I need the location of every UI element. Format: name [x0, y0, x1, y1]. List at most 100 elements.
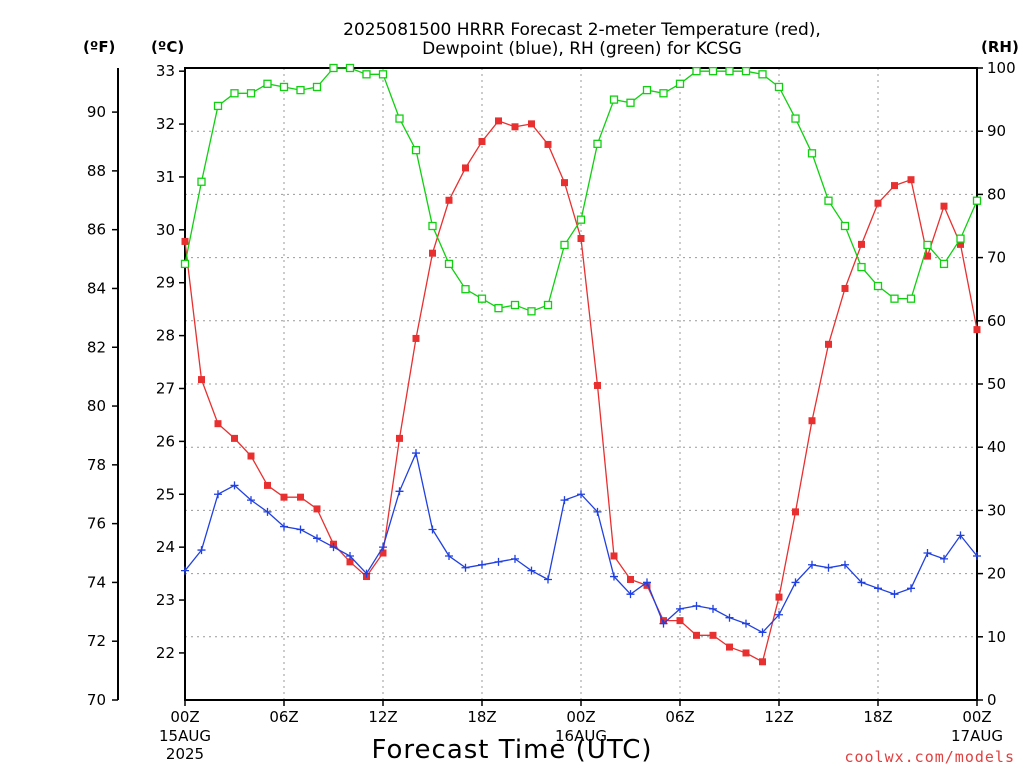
- dewpoint-blue-point: [494, 557, 503, 566]
- rh-tick-label: 40: [987, 438, 1006, 456]
- celsius-tick-label: 29: [156, 274, 175, 292]
- rh-tick-label: 10: [987, 628, 1006, 646]
- temperature-red-point: [478, 137, 486, 145]
- rh-green-point: [230, 89, 239, 98]
- rh-green-point: [543, 300, 553, 310]
- temperature-red-point: [181, 237, 189, 245]
- temperature-red-point: [429, 249, 436, 257]
- temperature-red-point: [825, 340, 832, 348]
- temperature-red-point: [346, 558, 354, 566]
- temperature-red-point: [808, 417, 816, 425]
- dewpoint-blue-point: [643, 578, 651, 587]
- temperature-red-point: [709, 631, 717, 639]
- temperature-red-point: [379, 549, 387, 557]
- rh-green-point: [824, 196, 833, 205]
- dewpoint-blue-point: [725, 613, 734, 622]
- fahrenheit-tick-label: 80: [87, 397, 106, 415]
- temperature-red-point: [297, 493, 304, 501]
- rh-tick-label: 30: [987, 501, 1006, 519]
- rh-green-point: [939, 259, 949, 269]
- celsius-tick-label: 31: [156, 168, 175, 186]
- temperature-red-line: [184, 120, 978, 663]
- dewpoint-blue-point: [214, 490, 222, 499]
- rh-green-point: [659, 89, 668, 98]
- dewpoint-blue-point: [659, 619, 668, 628]
- grid-lines: [185, 68, 977, 700]
- rh-green-point: [609, 95, 619, 104]
- x-date-label: 16AUG: [555, 727, 607, 745]
- dewpoint-blue-point: [742, 619, 750, 628]
- data-series: [180, 63, 982, 666]
- dewpoint-blue-point: [857, 578, 866, 587]
- rh-green-point: [263, 79, 272, 88]
- celsius-tick-label: 30: [156, 221, 175, 239]
- celsius-tick-label: 25: [156, 485, 175, 503]
- dewpoint-blue-point: [461, 563, 470, 572]
- rh-green-point: [626, 98, 635, 107]
- rh-green-point: [213, 101, 223, 111]
- temperature-red-point: [511, 123, 519, 131]
- dewpoint-blue-point: [626, 590, 635, 599]
- rh-green-point: [857, 262, 866, 272]
- rh-tick-label: 0: [987, 691, 997, 709]
- rh-green-point: [807, 149, 817, 158]
- x-tick-label: 12Z: [368, 708, 397, 726]
- rh-green-point: [725, 67, 734, 76]
- dewpoint-blue-point: [923, 549, 932, 558]
- rh-green-point: [461, 285, 470, 294]
- rh-green-point: [477, 294, 487, 303]
- rh-green-point: [873, 281, 883, 291]
- rh-green-point: [560, 240, 569, 250]
- temperature-red-point: [627, 575, 634, 583]
- temperature-red-point: [577, 234, 585, 242]
- rh-green-point: [279, 82, 289, 92]
- temperature-red-point: [412, 334, 420, 342]
- rh-green-point: [378, 70, 388, 79]
- dewpoint-blue-point: [527, 566, 536, 575]
- dewpoint-blue-point: [758, 628, 767, 637]
- dewpoint-blue-point: [478, 560, 486, 569]
- dewpoint-blue-point: [973, 551, 981, 560]
- rh-green-point: [428, 221, 437, 231]
- rh-tick-label: 70: [987, 249, 1006, 267]
- rh-green-point: [758, 70, 767, 79]
- temperature-red-point: [445, 196, 453, 204]
- fahrenheit-tick-label: 86: [87, 221, 106, 239]
- rh-green-point: [642, 85, 652, 95]
- rh-green-point: [956, 234, 965, 243]
- rh-green-point: [527, 307, 536, 316]
- rh-green-point: [329, 63, 338, 73]
- dewpoint-blue-point: [511, 554, 519, 563]
- temperature-red-point: [841, 284, 849, 292]
- dewpoint-blue-point: [346, 551, 354, 560]
- temperature-red-point: [759, 658, 766, 666]
- temperature-red-point: [544, 140, 552, 148]
- rh-tick-label: 100: [987, 59, 1016, 77]
- celsius-tick-label: 32: [156, 115, 175, 133]
- source-credit: coolwx.com/models: [844, 748, 1015, 766]
- temperature-red-point: [280, 493, 288, 501]
- rh-tick-label: 80: [987, 185, 1006, 203]
- rh-green-point: [296, 85, 305, 95]
- dewpoint-blue-point: [296, 525, 305, 534]
- rh-unit-label: (RH): [981, 38, 1019, 56]
- temperature-red-point: [891, 182, 898, 190]
- fahrenheit-tick-label: 90: [87, 103, 106, 121]
- temperature-red-point: [528, 120, 535, 128]
- rh-green-point: [791, 114, 800, 123]
- rh-green-point: [675, 79, 685, 88]
- rh-green-point: [395, 114, 404, 123]
- dewpoint-blue-point: [263, 507, 272, 516]
- x-tick-label: 18Z: [467, 708, 496, 726]
- rh-green-point: [840, 221, 850, 231]
- rh-green-point: [246, 89, 256, 98]
- temperature-red-point: [742, 649, 750, 657]
- dewpoint-blue-point: [775, 610, 783, 619]
- temperature-red-point: [957, 240, 964, 248]
- rh-green-point: [906, 294, 916, 303]
- dewpoint-blue-point: [593, 507, 602, 516]
- dewpoint-blue-point: [428, 525, 437, 534]
- temperature-red-point: [198, 376, 205, 384]
- rh-green-point: [923, 240, 932, 250]
